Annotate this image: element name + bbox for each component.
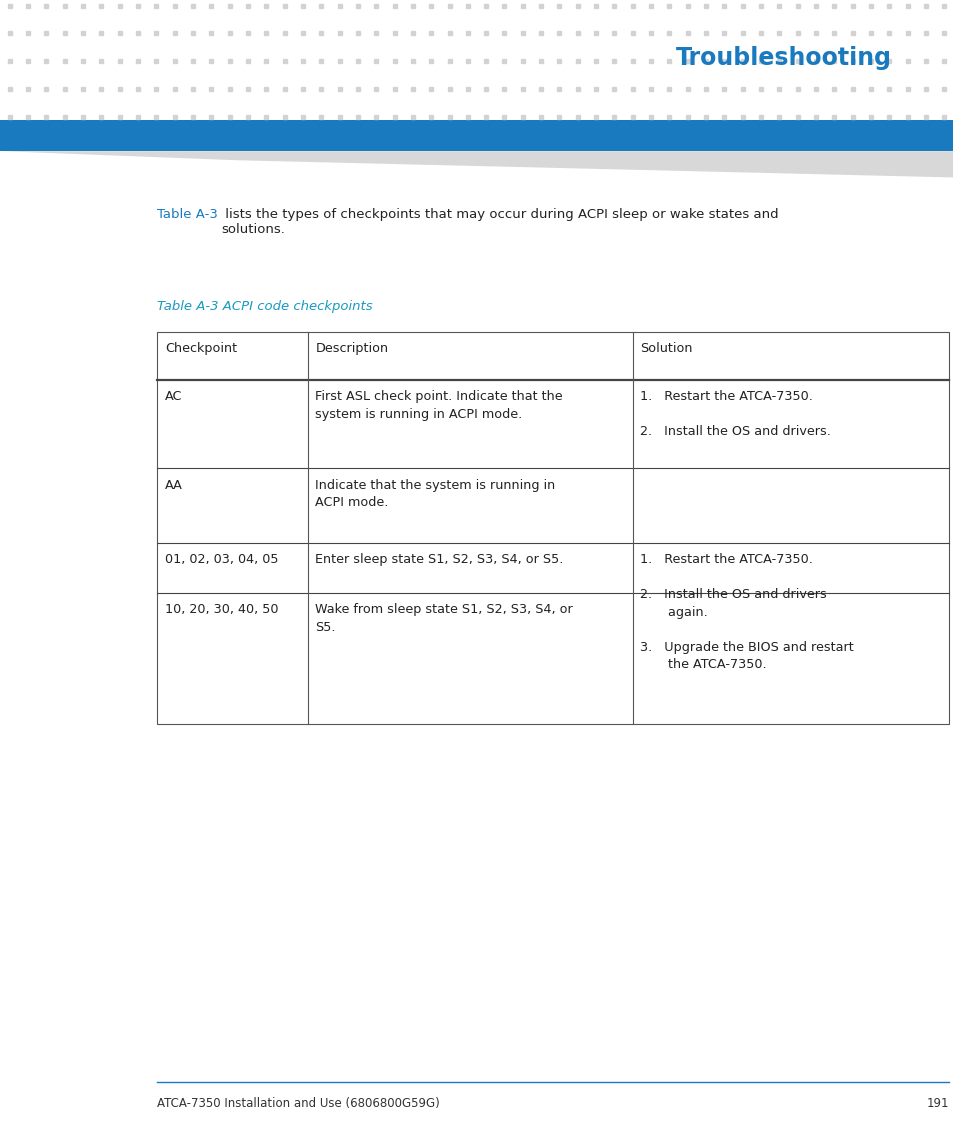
Text: 01, 02, 03, 04, 05: 01, 02, 03, 04, 05 <box>165 553 278 566</box>
Text: First ASL check point. Indicate that the
system is running in ACPI mode.: First ASL check point. Indicate that the… <box>315 390 562 421</box>
Text: 191: 191 <box>925 1097 948 1110</box>
Text: Description: Description <box>315 342 388 355</box>
Text: AC: AC <box>165 390 182 403</box>
Text: Enter sleep state S1, S2, S3, S4, or S5.: Enter sleep state S1, S2, S3, S4, or S5. <box>315 553 563 566</box>
Text: Indicate that the system is running in
ACPI mode.: Indicate that the system is running in A… <box>315 479 556 510</box>
Text: 1.   Restart the ATCA-7350.

2.   Install the OS and drivers.: 1. Restart the ATCA-7350. 2. Install the… <box>639 390 830 439</box>
Text: lists the types of checkpoints that may occur during ACPI sleep or wake states a: lists the types of checkpoints that may … <box>221 208 779 236</box>
Text: AA: AA <box>165 479 183 491</box>
Bar <box>157 332 948 724</box>
Bar <box>0 120 953 151</box>
Text: Troubleshooting: Troubleshooting <box>676 47 891 70</box>
Polygon shape <box>0 151 953 177</box>
Text: Table A-3 ACPI code checkpoints: Table A-3 ACPI code checkpoints <box>157 300 373 313</box>
Text: 10, 20, 30, 40, 50: 10, 20, 30, 40, 50 <box>165 603 278 616</box>
Text: Wake from sleep state S1, S2, S3, S4, or
S5.: Wake from sleep state S1, S2, S3, S4, or… <box>315 603 573 634</box>
Text: Checkpoint: Checkpoint <box>165 342 237 355</box>
Text: 1.   Restart the ATCA-7350.

2.   Install the OS and drivers
       again.

3.  : 1. Restart the ATCA-7350. 2. Install the… <box>639 553 853 671</box>
Text: Table A-3: Table A-3 <box>157 208 218 221</box>
Text: ATCA-7350 Installation and Use (6806800G59G): ATCA-7350 Installation and Use (6806800G… <box>157 1097 439 1110</box>
Text: Solution: Solution <box>639 342 692 355</box>
